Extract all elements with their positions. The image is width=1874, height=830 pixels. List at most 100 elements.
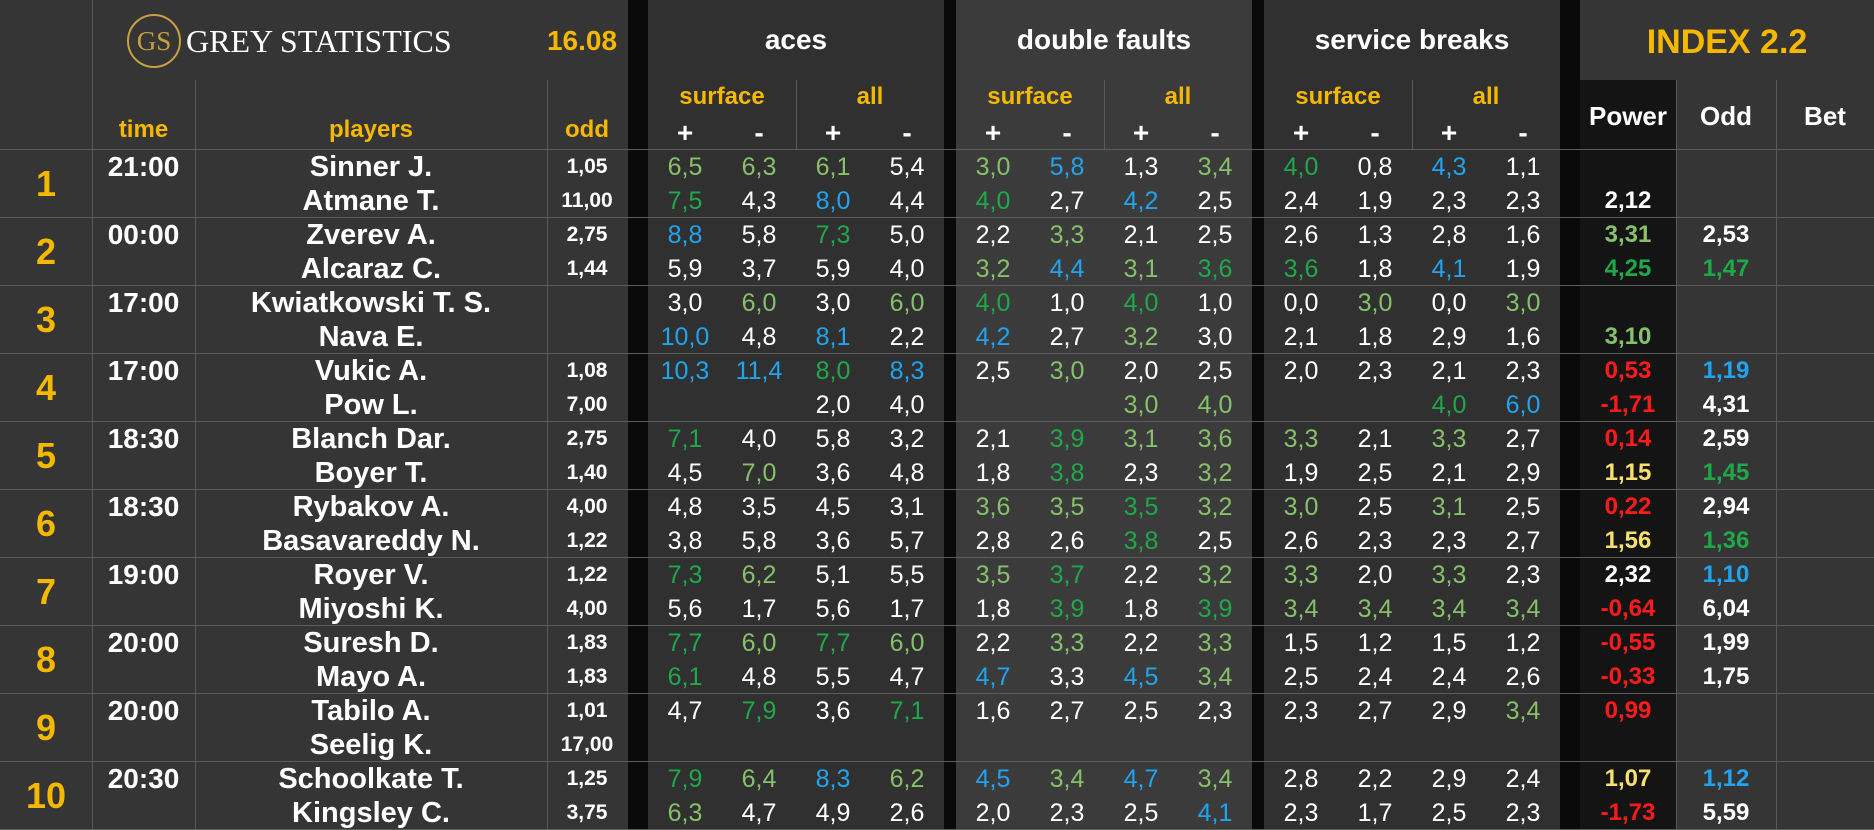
match-time: 21:00	[107, 151, 180, 182]
match-time: 17:00	[107, 287, 180, 318]
bet-cell[interactable]	[1776, 796, 1874, 830]
stat-value: 1,8	[1357, 322, 1393, 351]
match-number: 5	[35, 435, 57, 476]
stat-value: 2,3	[1283, 798, 1319, 827]
bet-cell[interactable]	[1776, 558, 1874, 592]
minus-header: -	[754, 117, 764, 148]
power-value	[1580, 150, 1676, 184]
stat-value: 2,6	[1049, 526, 1085, 555]
player-odd: 1,08	[566, 359, 608, 382]
stat-value: 2,8	[1283, 764, 1319, 793]
stat-value: 3,1	[889, 492, 925, 521]
stat-value: 3,0	[1357, 288, 1393, 317]
stat-value: 3,3	[1049, 220, 1085, 249]
stat-value: 4,7	[741, 798, 777, 827]
stat-value: 2,5	[1197, 186, 1233, 215]
bet-cell[interactable]	[1776, 150, 1874, 184]
bet-cell[interactable]	[1776, 184, 1874, 218]
power-value: 1,56	[1604, 527, 1652, 554]
minus-header: -	[902, 117, 912, 148]
stat-value: 4,7	[975, 662, 1011, 691]
power-value: 0,14	[1604, 425, 1652, 452]
stat-value: 2,4	[1283, 186, 1319, 215]
stat-value: 3,3	[1283, 560, 1319, 589]
stat-value	[1487, 728, 1559, 762]
power-value: -0,64	[1600, 595, 1656, 622]
bet-cell[interactable]	[1776, 422, 1874, 456]
bet-cell[interactable]	[1776, 354, 1874, 388]
stat-value: 3,1	[1431, 492, 1467, 521]
stat-value: 4,4	[1049, 254, 1085, 283]
stat-value	[797, 728, 869, 762]
stat-value: 3,0	[667, 288, 703, 317]
player-name: Boyer T.	[314, 456, 428, 489]
stat-value: 4,4	[889, 186, 925, 215]
player-odd: 1,22	[566, 529, 608, 552]
row-separator	[0, 625, 1874, 626]
stat-value: 5,5	[889, 560, 925, 589]
stat-value: 3,9	[1049, 424, 1085, 453]
stat-value: 3,5	[1049, 492, 1085, 521]
bet-cell[interactable]	[1776, 252, 1874, 286]
stat-value: 4,8	[741, 662, 777, 691]
match-time: 00:00	[107, 219, 180, 250]
stat-value: 6,2	[741, 560, 777, 589]
bet-cell[interactable]	[1776, 456, 1874, 490]
match-time: 17:00	[107, 355, 180, 386]
player-odd: 17,00	[560, 733, 614, 756]
bet-cell[interactable]	[1776, 524, 1874, 558]
stat-value: 5,8	[815, 424, 851, 453]
logo-monogram: GS	[136, 25, 172, 56]
bet-cell[interactable]	[1776, 592, 1874, 626]
stat-value: 4,0	[889, 254, 925, 283]
player-name: Royer V.	[313, 558, 429, 591]
stat-value: 5,9	[815, 254, 851, 283]
stat-value: 2,9	[1431, 764, 1467, 793]
bet-cell[interactable]	[1776, 490, 1874, 524]
player-odd: 1,01	[566, 699, 608, 722]
stat-value: 6,0	[741, 288, 777, 317]
group-title-double-faults: double faults	[1016, 24, 1192, 55]
stat-value: 1,6	[1505, 220, 1541, 249]
bet-cell[interactable]	[1776, 218, 1874, 252]
player-name: Miyoshi K.	[298, 592, 444, 625]
bet-cell[interactable]	[1776, 694, 1874, 728]
player-name: Kingsley C.	[292, 796, 450, 829]
row-separator	[0, 285, 1874, 286]
bet-cell[interactable]	[1776, 626, 1874, 660]
index-title: INDEX 2.2	[1646, 22, 1808, 61]
bet-cell[interactable]	[1776, 728, 1874, 762]
stat-value: 10,0	[660, 322, 710, 351]
stat-value: 3,2	[975, 254, 1011, 283]
header-left-bg	[0, 0, 628, 80]
stat-value: 3,9	[1197, 594, 1233, 623]
stat-value: 3,0	[1505, 288, 1541, 317]
match-number: 2	[35, 231, 57, 272]
stat-value	[1031, 728, 1103, 762]
bet-cell[interactable]	[1776, 660, 1874, 694]
match-number: 8	[35, 639, 57, 680]
stat-value: 1,9	[1283, 458, 1319, 487]
col-header-bet: Bet	[1804, 100, 1846, 131]
player-odd: 7,00	[566, 393, 608, 416]
stat-value: 3,2	[889, 424, 925, 453]
stat-value: 2,9	[1431, 696, 1467, 725]
group-title-aces: aces	[764, 24, 828, 55]
bet-cell[interactable]	[1776, 286, 1874, 320]
stat-value: 4,1	[1197, 798, 1233, 827]
stat-value: 5,6	[667, 594, 703, 623]
player-name: Suresh D.	[303, 626, 439, 659]
bet-cell[interactable]	[1776, 762, 1874, 796]
stat-value: 1,9	[1357, 186, 1393, 215]
stat-value: 7,7	[667, 628, 703, 657]
stat-value: 1,6	[975, 696, 1011, 725]
bet-cell[interactable]	[1776, 388, 1874, 422]
bet-cell[interactable]	[1776, 320, 1874, 354]
stat-value: 7,5	[667, 186, 703, 215]
stat-value: 2,5	[1197, 220, 1233, 249]
stat-value	[723, 388, 795, 422]
subheader-all: all	[856, 83, 884, 110]
stat-value: 2,3	[1505, 186, 1541, 215]
stat-value: 8,3	[889, 356, 925, 385]
power-value: 2,12	[1604, 187, 1652, 214]
